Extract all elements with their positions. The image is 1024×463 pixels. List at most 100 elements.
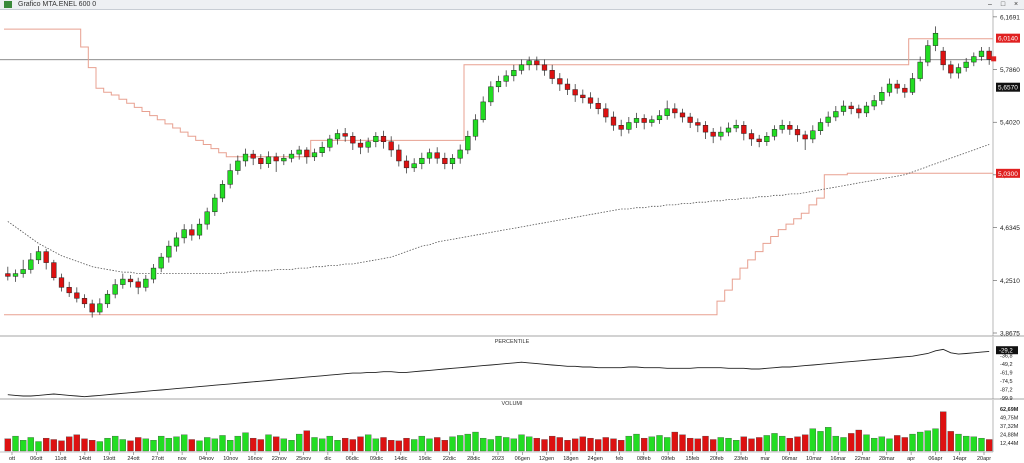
maximize-button[interactable]: □ — [1000, 1, 1006, 8]
candle-body — [932, 32, 939, 46]
volume-bar — [334, 440, 341, 452]
volume-bar — [871, 437, 878, 452]
candle — [879, 86, 885, 105]
candle-body — [580, 94, 586, 99]
volume-bar — [518, 434, 525, 452]
candle — [986, 46, 992, 65]
candle-body — [971, 56, 977, 63]
candle — [779, 119, 785, 134]
volume-bar — [265, 434, 272, 452]
candle-body — [633, 118, 640, 123]
candle — [641, 114, 647, 130]
volume-panel: VOLUMI 62,69M 49,75M 37,32M 24,88M 12,44M — [0, 400, 1024, 452]
volume-bar — [50, 439, 57, 452]
candle — [833, 106, 839, 122]
volume-bar — [495, 435, 502, 452]
volume-bar — [12, 435, 19, 452]
x-tick-label: 06ott — [30, 456, 43, 462]
candle — [871, 95, 877, 111]
volume-bar — [894, 435, 901, 452]
x-tick-label: 10nov — [223, 456, 238, 462]
candle — [649, 115, 655, 127]
volume-bar — [610, 438, 617, 452]
candle-body — [725, 127, 732, 133]
volume-bar — [326, 435, 333, 452]
candle — [978, 46, 985, 61]
volume-bar — [426, 438, 433, 452]
price-panel: 6,16915,78605,40205,01904,63454,25103,86… — [0, 10, 1024, 338]
x-tick-label: 24gen — [588, 456, 603, 462]
volume-bar — [978, 437, 985, 452]
percentile-tick-label: -36,8 — [1000, 354, 1013, 360]
candle-body — [181, 229, 187, 239]
candle-body — [741, 125, 747, 134]
candle — [664, 100, 670, 120]
candle-body — [848, 105, 854, 110]
volume-bar — [564, 440, 571, 452]
candle-body — [626, 122, 632, 130]
candle — [396, 144, 402, 167]
candle — [526, 56, 532, 71]
candle — [12, 269, 19, 282]
volume-bar — [96, 441, 103, 452]
volume-bar — [848, 433, 855, 452]
candle-body — [955, 67, 962, 74]
volume-bar — [633, 433, 640, 452]
candle-body — [235, 160, 241, 171]
x-tick-label: 14apr — [953, 456, 967, 462]
candle-body — [664, 108, 670, 116]
percentile-line — [7, 348, 990, 398]
candle-body — [518, 64, 525, 71]
price-badge-label: 5,6570 — [998, 85, 1018, 92]
volume-bar — [311, 437, 318, 452]
volume-bar — [296, 433, 303, 452]
x-tick-label: 2023 — [492, 456, 504, 462]
x-tick-label: 18gen — [563, 456, 578, 462]
candle — [917, 56, 923, 82]
volume-bar — [357, 436, 364, 452]
volume-bar — [434, 437, 441, 452]
x-tick-label: 23feb — [734, 456, 748, 462]
candle — [281, 154, 287, 166]
volume-bar — [349, 439, 356, 452]
candle-body — [779, 125, 785, 130]
candle-body — [863, 105, 870, 114]
candle — [541, 59, 548, 76]
candle-body — [894, 83, 900, 89]
candle — [488, 81, 494, 107]
candle — [810, 125, 816, 144]
candle-body — [212, 197, 218, 213]
volume-bar — [27, 437, 34, 452]
candle — [902, 84, 908, 98]
candle — [196, 218, 203, 240]
volume-bar — [817, 431, 824, 452]
x-tick-label: 06apr — [928, 456, 942, 462]
candle-body — [840, 105, 847, 112]
close-button[interactable]: × — [1013, 1, 1019, 8]
price-tick-label: 5,4020 — [1000, 120, 1020, 127]
candle-body — [58, 277, 65, 288]
candle — [120, 273, 126, 289]
volume-bar — [372, 438, 379, 452]
candle — [350, 132, 356, 150]
candle-body — [112, 284, 118, 295]
candle-body — [833, 111, 839, 118]
volume-bar — [89, 440, 96, 452]
candle — [856, 104, 862, 119]
candle — [235, 155, 241, 175]
volume-bar — [533, 437, 540, 452]
candle-body — [442, 157, 448, 164]
x-tick-label: 14ott — [79, 456, 92, 462]
candle — [89, 299, 95, 318]
volume-bar — [924, 430, 931, 452]
candle — [311, 148, 318, 161]
price-badge — [996, 33, 1020, 43]
volume-tick-label: 62,69M — [1000, 407, 1019, 413]
candle — [672, 103, 678, 119]
candle-body — [465, 135, 471, 151]
candle — [595, 97, 601, 115]
minimize-button[interactable]: – — [988, 1, 992, 8]
volume-bar — [480, 437, 487, 452]
price-badge-label: 6,0140 — [998, 36, 1018, 43]
candle-body — [963, 61, 969, 68]
